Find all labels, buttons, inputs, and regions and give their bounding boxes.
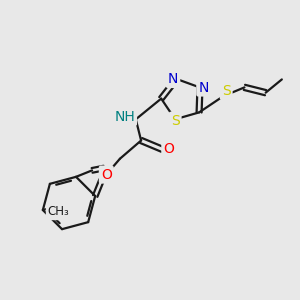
Text: N: N [198,80,209,94]
Text: S: S [171,114,179,128]
Text: O: O [101,168,112,182]
Text: O: O [163,142,174,156]
Text: S: S [222,84,231,98]
Text: N: N [168,72,178,86]
Text: CH₃: CH₃ [48,206,69,218]
Text: NH: NH [114,110,135,124]
